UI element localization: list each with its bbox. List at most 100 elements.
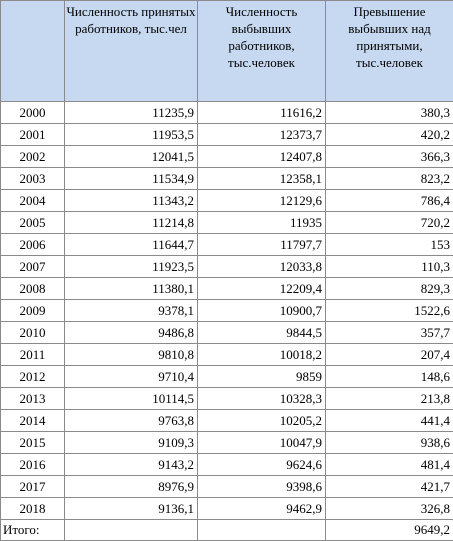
excess-cell: 1522,6 [326, 300, 453, 322]
excess-cell: 213,8 [326, 388, 453, 410]
year-cell: 2001 [1, 124, 65, 146]
left-cell: 10018,2 [198, 344, 326, 366]
header-corner [1, 1, 65, 102]
hired-cell: 11644,7 [65, 234, 198, 256]
total-hired [65, 520, 198, 541]
total-left [198, 520, 326, 541]
year-cell: 2010 [1, 322, 65, 344]
year-cell: 2012 [1, 366, 65, 388]
left-cell: 12373,7 [198, 124, 326, 146]
hired-cell: 11953,5 [65, 124, 198, 146]
excess-cell: 153 [326, 234, 453, 256]
year-cell: 2015 [1, 432, 65, 454]
hired-cell: 11214,8 [65, 212, 198, 234]
hired-cell: 11923,5 [65, 256, 198, 278]
excess-cell: 720,2 [326, 212, 453, 234]
excess-cell: 357,7 [326, 322, 453, 344]
year-cell: 2002 [1, 146, 65, 168]
year-cell: 2000 [1, 102, 65, 124]
year-cell: 2018 [1, 498, 65, 520]
left-cell: 12358,1 [198, 168, 326, 190]
header-row: Численность принятых работников, тыс.чел… [1, 1, 453, 102]
year-cell: 2014 [1, 410, 65, 432]
excess-cell: 110,3 [326, 256, 453, 278]
header-hired: Численность принятых работников, тыс.чел [65, 1, 198, 102]
excess-cell: 380,3 [326, 102, 453, 124]
hired-cell: 9486,8 [65, 322, 198, 344]
excess-cell: 148,6 [326, 366, 453, 388]
hired-cell: 9136,1 [65, 498, 198, 520]
left-cell: 11797,7 [198, 234, 326, 256]
left-cell: 11935 [198, 212, 326, 234]
year-cell: 2003 [1, 168, 65, 190]
left-cell: 10047,9 [198, 432, 326, 454]
total-label: Итого: [1, 520, 65, 541]
total-row: Итого: 9649,2 [1, 520, 453, 541]
excess-cell: 441,4 [326, 410, 453, 432]
year-cell: 2008 [1, 278, 65, 300]
hired-cell: 9378,1 [65, 300, 198, 322]
year-cell: 2011 [1, 344, 65, 366]
hired-cell: 8976,9 [65, 476, 198, 498]
left-cell: 9398,6 [198, 476, 326, 498]
hired-cell: 11235,9 [65, 102, 198, 124]
left-cell: 11616,2 [198, 102, 326, 124]
left-cell: 12033,8 [198, 256, 326, 278]
hired-cell: 9143,2 [65, 454, 198, 476]
hired-cell: 11343,2 [65, 190, 198, 212]
excess-cell: 786,4 [326, 190, 453, 212]
year-cell: 2005 [1, 212, 65, 234]
header-left: Численность выбывших работников, тыс.чел… [198, 1, 326, 102]
year-cell: 2013 [1, 388, 65, 410]
hired-cell: 12041,5 [65, 146, 198, 168]
left-cell: 10328,3 [198, 388, 326, 410]
year-cell: 2007 [1, 256, 65, 278]
year-cell: 2006 [1, 234, 65, 256]
hired-cell: 10114,5 [65, 388, 198, 410]
hired-cell: 9763,8 [65, 410, 198, 432]
excess-cell: 829,3 [326, 278, 453, 300]
left-cell: 10205,2 [198, 410, 326, 432]
left-cell: 12209,4 [198, 278, 326, 300]
year-cell: 2009 [1, 300, 65, 322]
excess-cell: 420,2 [326, 124, 453, 146]
hired-cell: 11534,9 [65, 168, 198, 190]
hired-cell: 9710,4 [65, 366, 198, 388]
left-cell: 9462,9 [198, 498, 326, 520]
hired-cell: 11380,1 [65, 278, 198, 300]
header-excess: Превышение выбывших над принятыми, тыс.ч… [326, 1, 453, 102]
total-excess: 9649,2 [326, 520, 453, 541]
excess-cell: 366,3 [326, 146, 453, 168]
left-cell: 12407,8 [198, 146, 326, 168]
left-cell: 9859 [198, 366, 326, 388]
left-cell: 9624,6 [198, 454, 326, 476]
excess-cell: 938,6 [326, 432, 453, 454]
excess-cell: 481,4 [326, 454, 453, 476]
year-cell: 2017 [1, 476, 65, 498]
year-cell: 2004 [1, 190, 65, 212]
hired-cell: 9109,3 [65, 432, 198, 454]
year-cell: 2016 [1, 454, 65, 476]
excess-cell: 421,7 [326, 476, 453, 498]
left-cell: 10900,7 [198, 300, 326, 322]
excess-cell: 326,8 [326, 498, 453, 520]
excess-cell: 823,2 [326, 168, 453, 190]
left-cell: 12129,6 [198, 190, 326, 212]
